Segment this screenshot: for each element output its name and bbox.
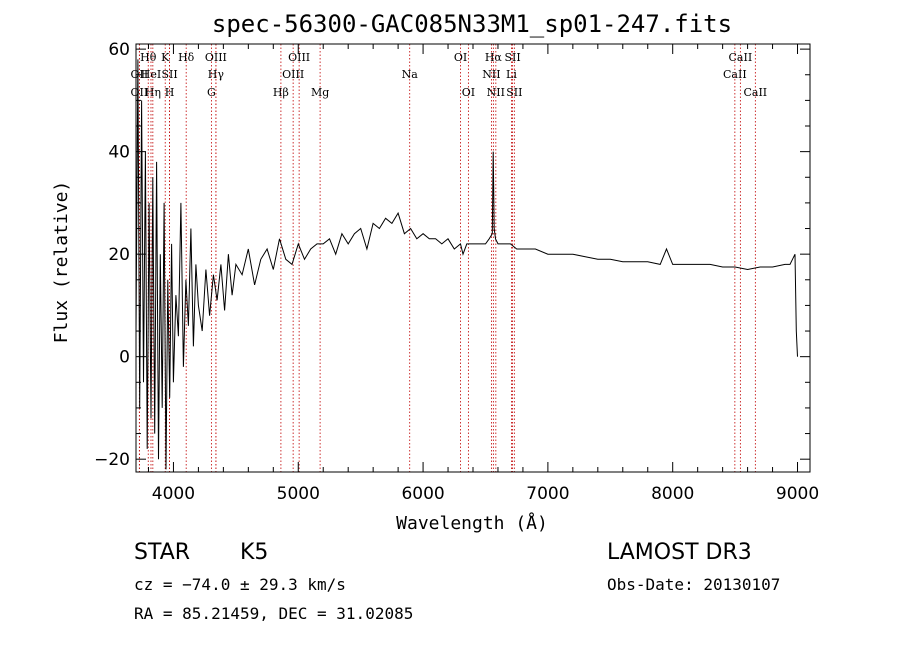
y-tick-label-3: 40 xyxy=(108,143,130,163)
y-tick-label-1: 0 xyxy=(119,348,130,368)
line-marker-label-8: Hδ xyxy=(178,51,195,64)
y-tick-label-2: 20 xyxy=(108,245,130,265)
line-marker-label-12: Hβ xyxy=(273,86,289,99)
line-marker-label-10: OIII xyxy=(205,51,227,64)
line-marker-label-9: G xyxy=(207,86,216,99)
line-marker-labels-layer: OIIOIIHθHeIHηKSIIHHδGOIIIHγHβOIIIOIIIMgN… xyxy=(131,51,768,99)
x-tick-label-4: 8000 xyxy=(651,484,694,504)
line-marker-label-23: SII xyxy=(506,86,522,99)
line-marker-label-21: NII xyxy=(487,86,505,99)
line-marker-label-17: OI xyxy=(454,51,467,64)
line-marker-label-6: SII xyxy=(161,68,177,81)
line-marker-label-5: K xyxy=(161,51,170,64)
line-marker-label-26: CaII xyxy=(729,51,753,64)
x-tick-label-1: 5000 xyxy=(277,484,320,504)
line-marker-label-1: OII xyxy=(131,86,149,99)
line-marker-label-25: CaII xyxy=(723,68,747,81)
x-tick-label-3: 7000 xyxy=(526,484,569,504)
line-marker-label-27: CaII xyxy=(743,86,767,99)
line-marker-label-14: OIII xyxy=(288,51,310,64)
axis-ticks-layer: 4000 5000 6000 7000 8000 9000 −20 0 20 40 60 xyxy=(94,40,819,504)
line-marker-label-15: Mg xyxy=(311,86,329,99)
plot-frame xyxy=(135,43,811,473)
line-markers-layer xyxy=(138,44,756,472)
line-marker-label-18: OI xyxy=(462,86,475,99)
coords-text: RA = 85.21459, DEC = 31.02085 xyxy=(134,604,414,623)
x-tick-label-2: 6000 xyxy=(401,484,444,504)
line-marker-label-24: Li xyxy=(506,68,517,81)
line-marker-label-20: NII xyxy=(482,68,500,81)
line-marker-label-3: HeI xyxy=(141,68,161,81)
chart-title: spec-56300-GAC085N33M1_sp01-247.fits xyxy=(212,10,732,38)
line-marker-label-16: Na xyxy=(402,68,419,81)
line-marker-label-7: H xyxy=(165,86,175,99)
obs-date-text: Obs-Date: 20130107 xyxy=(607,575,781,594)
x-axis-label: Wavelength (Å) xyxy=(396,512,548,534)
redshift-text: cz = −74.0 ± 29.3 km/s xyxy=(134,575,346,594)
line-marker-label-11: Hγ xyxy=(208,68,225,81)
y-axis-label: Flux (relative) xyxy=(51,181,72,344)
survey-label: LAMOST DR3 xyxy=(607,540,752,565)
flux-series-line xyxy=(135,59,798,470)
line-marker-label-4: Hη xyxy=(145,86,161,99)
subclass-label: K5 xyxy=(240,540,269,565)
line-marker-label-22: SII xyxy=(504,51,520,64)
line-marker-label-13: OIII xyxy=(282,68,304,81)
line-marker-label-19: Hα xyxy=(485,51,503,64)
class-label: STAR xyxy=(134,540,191,565)
x-tick-label-5: 9000 xyxy=(776,484,819,504)
x-tick-label-0: 4000 xyxy=(152,484,195,504)
y-tick-label-4: 60 xyxy=(108,40,130,60)
y-tick-label-0: −20 xyxy=(94,450,130,470)
line-marker-label-2: Hθ xyxy=(140,51,157,64)
